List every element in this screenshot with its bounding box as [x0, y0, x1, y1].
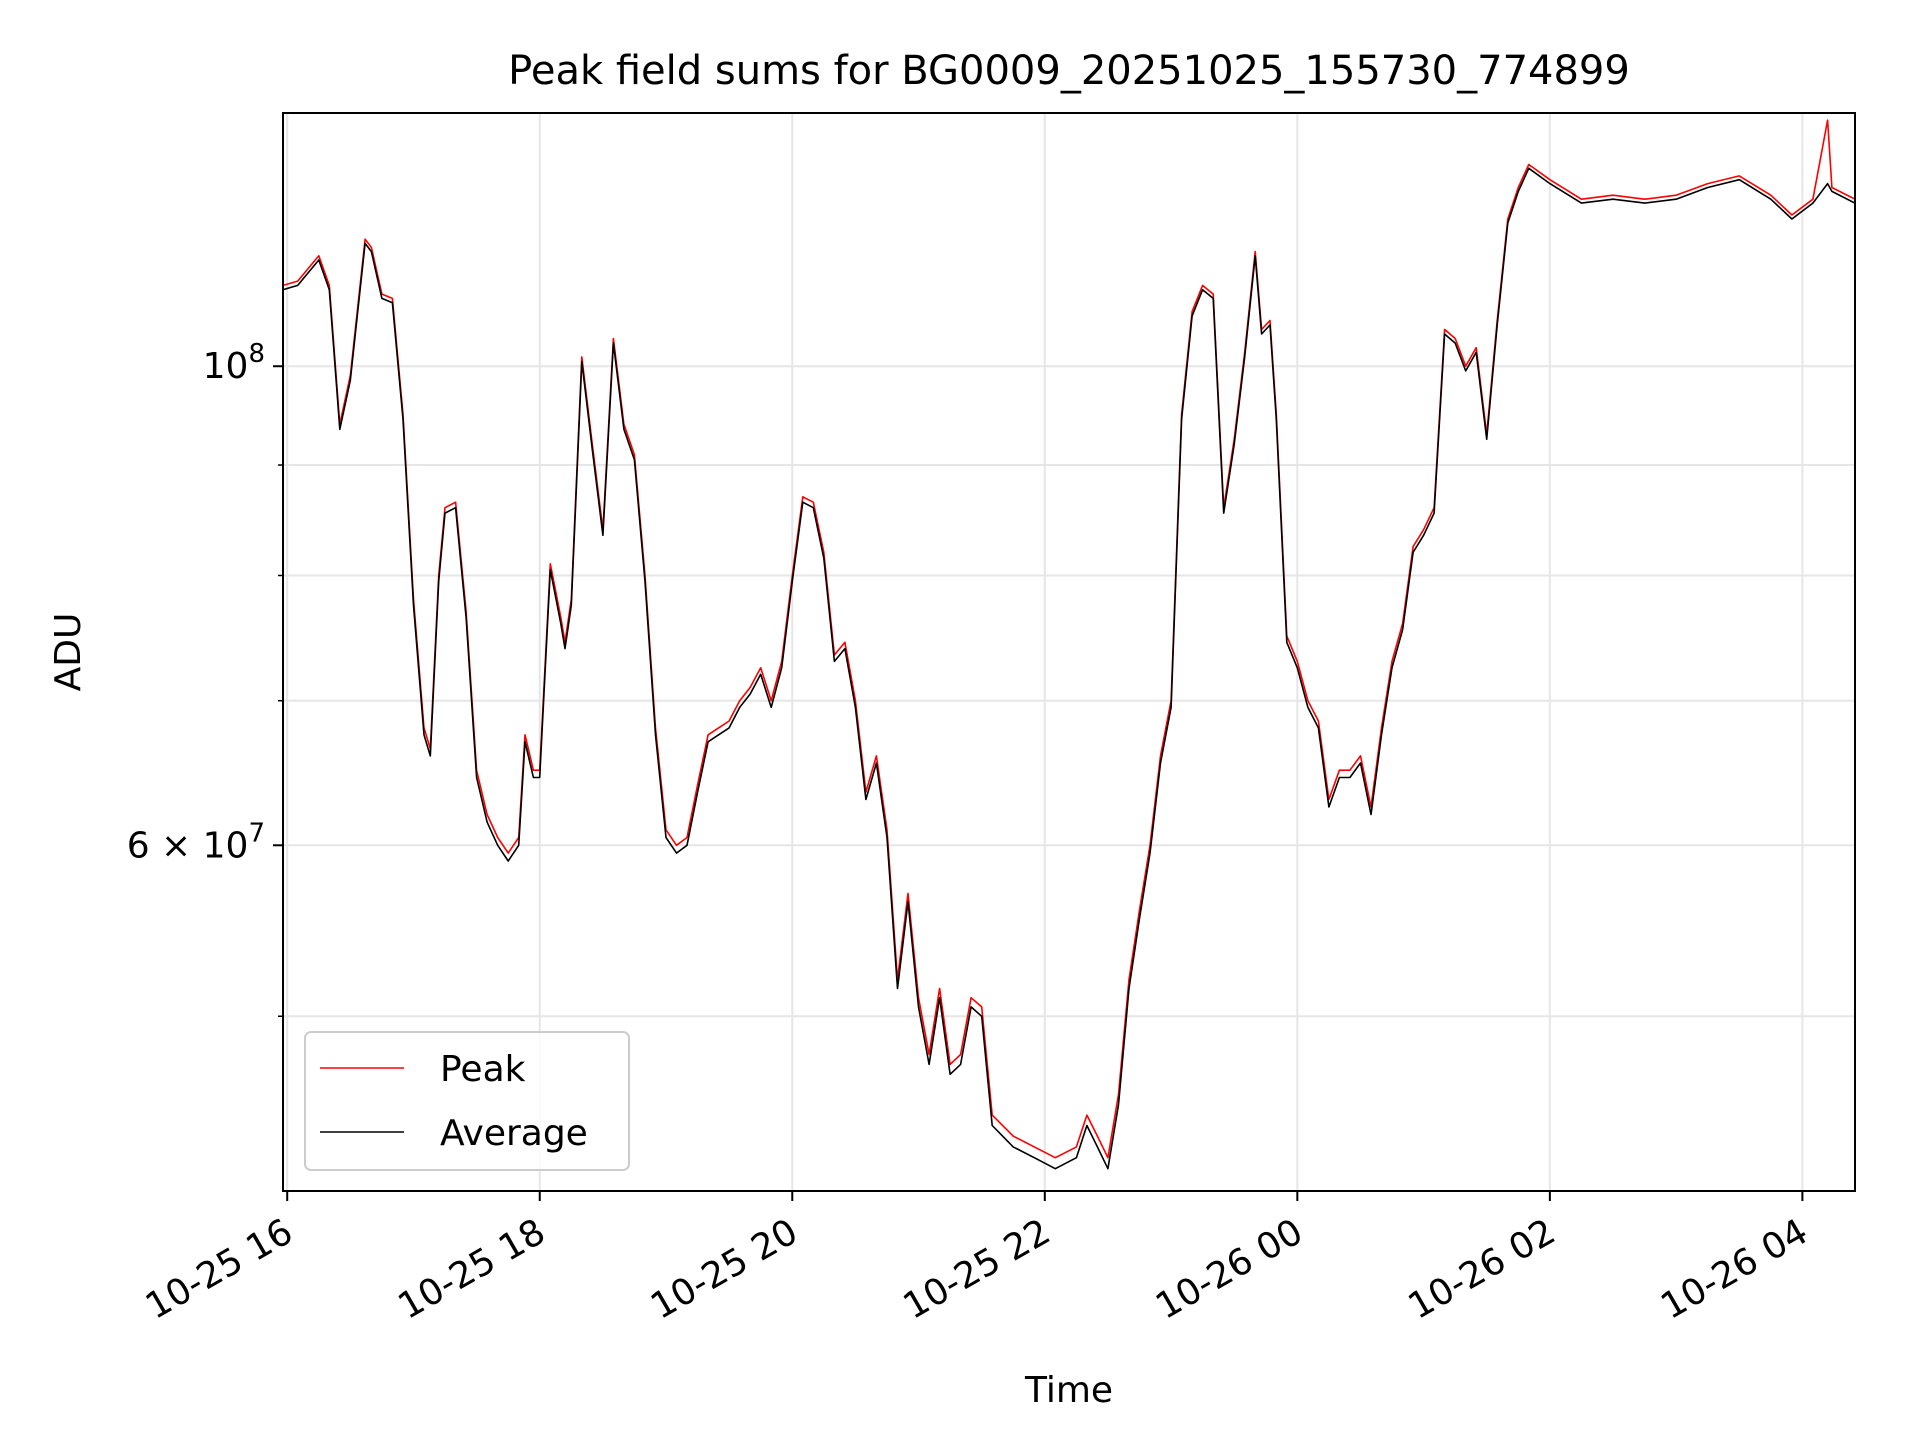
y-axis: 108 6 × 107 — [127, 339, 283, 1018]
legend-box — [304, 1031, 630, 1171]
y-axis-label: ADU — [48, 613, 89, 692]
legend: Peak Average — [304, 1031, 630, 1171]
y-tick-label: 6 × 107 — [127, 818, 265, 866]
plot-frame — [282, 112, 1856, 1192]
legend-peak-label: Peak — [440, 1049, 526, 1090]
grid — [283, 113, 1855, 1191]
x-axis-label: Time — [1024, 1370, 1113, 1411]
legend-average-label: Average — [440, 1113, 588, 1154]
chart-title: Peak field sums for BG0009_20251025_1557… — [508, 48, 1630, 94]
series-line-average — [283, 167, 1855, 1170]
y-tick-label: 108 — [203, 339, 265, 387]
series-group — [283, 119, 1855, 1170]
